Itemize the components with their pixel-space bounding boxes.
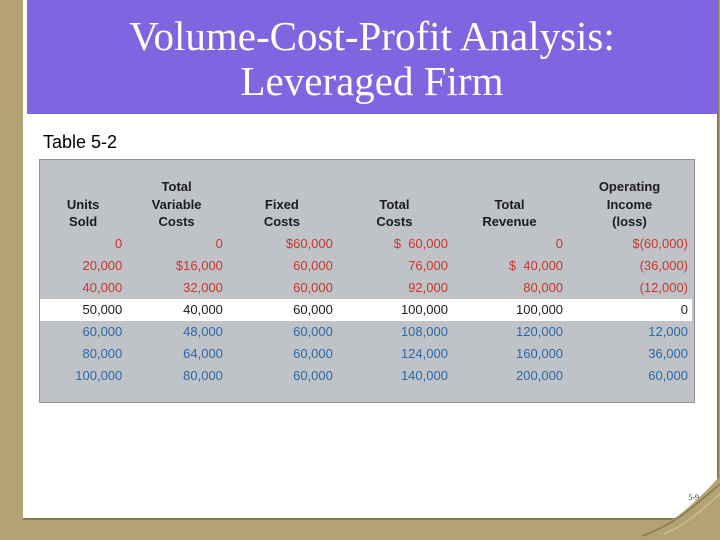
- table-row: 40,000 32,000 60,000 92,000 80,000 (12,0…: [40, 277, 692, 299]
- cell-fixed-costs: 60,000: [293, 258, 333, 273]
- cell-units-sold: 100,000: [75, 368, 123, 383]
- cell-operating-income: 60,000: [648, 368, 688, 383]
- cell-total-revenue: 80,000: [523, 280, 564, 295]
- cell-units-sold: 20,000: [82, 258, 123, 273]
- cell-operating-income: (36,000): [639, 258, 688, 273]
- title-bar: Volume-Cost-Profit Analysis: Leveraged F…: [27, 0, 717, 114]
- cell-total-costs: 100,000: [336, 298, 452, 321]
- table-row: 100,000 80,000 60,000 140,000 200,000 60…: [40, 365, 692, 387]
- cell-fixed-costs: $60,000: [285, 236, 333, 251]
- cell-units-sold: 40,000: [82, 280, 123, 295]
- page-curl-icon: [624, 476, 720, 540]
- cell-variable-costs: 80,000: [183, 368, 223, 383]
- cell-total-revenue: $ 40,000: [508, 258, 564, 273]
- cell-variable-costs: 48,000: [183, 324, 223, 339]
- cell-units-sold: 50,000: [40, 298, 127, 321]
- cell-units-sold: 80,000: [82, 346, 123, 361]
- cell-total-costs: 76,000: [408, 258, 448, 273]
- cell-operating-income: $(60,000): [632, 236, 688, 251]
- cost-profit-table: Units Sold Total Variable Costs Fixed Costs …: [40, 178, 692, 387]
- cell-total-revenue: 160,000: [516, 346, 564, 361]
- slide-content: Volume-Cost-Profit Analysis: Leveraged F…: [23, 0, 719, 520]
- breakeven-row: 50,000 40,000 60,000 100,000 100,000 0: [40, 298, 692, 321]
- header-total-revenue: Total Revenue: [482, 196, 537, 230]
- cell-operating-income: 12,000: [648, 324, 688, 339]
- cell-total-costs: $ 60,000: [393, 236, 448, 251]
- cell-fixed-costs: 60,000: [293, 324, 333, 339]
- header-total-variable-costs: Total Variable Costs: [151, 179, 202, 229]
- table-row: 80,000 64,000 60,000 124,000 160,000 36,…: [40, 343, 692, 365]
- cell-variable-costs: 40,000: [126, 298, 227, 321]
- cell-fixed-costs: 60,000: [293, 346, 333, 361]
- header-total-costs: Total Costs: [376, 196, 413, 230]
- cell-total-costs: 108,000: [400, 324, 448, 339]
- cell-variable-costs: 0: [215, 236, 223, 251]
- cell-fixed-costs: 60,000: [226, 298, 337, 321]
- cell-operating-income: (12,000): [639, 280, 688, 295]
- slide-title-line-1: Volume-Cost-Profit Analysis:: [129, 13, 615, 59]
- cell-total-revenue: 100,000: [451, 298, 568, 321]
- cell-total-costs: 140,000: [400, 368, 448, 383]
- cell-fixed-costs: 60,000: [293, 368, 333, 383]
- cell-variable-costs: 32,000: [183, 280, 223, 295]
- cell-units-sold: 0: [115, 236, 123, 251]
- cell-variable-costs: $16,000: [175, 258, 223, 273]
- table-header-row: Units Sold Total Variable Costs Fixed Costs …: [40, 178, 692, 233]
- cell-total-costs: 92,000: [408, 280, 448, 295]
- table-row: 20,000 $16,000 60,000 76,000 $ 40,000 (3…: [40, 255, 692, 277]
- cell-total-costs: 124,000: [400, 346, 448, 361]
- slide-frame: Volume-Cost-Profit Analysis: Leveraged F…: [18, 0, 720, 540]
- header-units-sold: Units Sold: [66, 196, 100, 230]
- slide-title-line-2: Leveraged Firm: [240, 58, 504, 104]
- cell-operating-income: 36,000: [648, 346, 688, 361]
- header-operating-income: Operating Income (loss): [598, 179, 661, 229]
- cell-total-revenue: 0: [555, 236, 564, 251]
- table-panel: Units Sold Total Variable Costs Fixed Costs …: [39, 159, 695, 403]
- table-row: 60,000 48,000 60,000 108,000 120,000 12,…: [40, 321, 692, 343]
- cell-variable-costs: 64,000: [183, 346, 223, 361]
- table-caption: Table 5-2: [43, 132, 118, 152]
- table-row: 0 0 $60,000 $ 60,000 0 $(60,000): [40, 233, 692, 255]
- cell-operating-income: 0: [567, 298, 692, 321]
- cell-fixed-costs: 60,000: [293, 280, 333, 295]
- cell-total-revenue: 120,000: [516, 324, 564, 339]
- cell-total-revenue: 200,000: [516, 368, 564, 383]
- header-fixed-costs: Fixed Costs: [263, 196, 300, 230]
- page-number: 5-9: [688, 493, 699, 502]
- cell-units-sold: 60,000: [82, 324, 123, 339]
